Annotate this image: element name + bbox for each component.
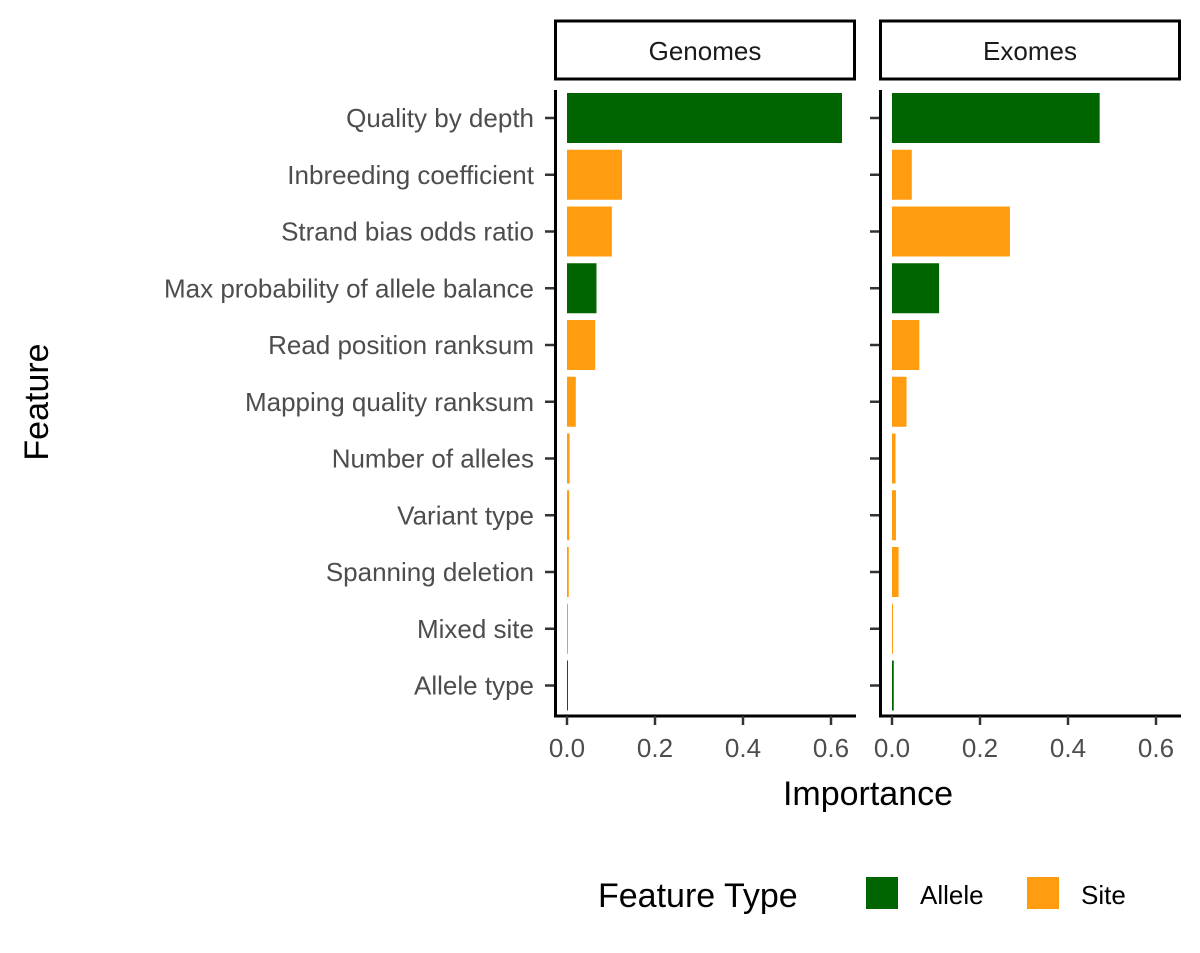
bar (892, 263, 940, 314)
y-tick-label: Mixed site (417, 614, 534, 644)
facet-strip-label: Exomes (983, 36, 1077, 66)
bar (892, 320, 920, 370)
x-tick-label: 0.2 (637, 733, 673, 763)
x-tick-label: 0.0 (549, 733, 585, 763)
bar (567, 376, 576, 427)
bar (567, 149, 622, 200)
bar (567, 547, 569, 597)
legend-label-site: Site (1081, 880, 1126, 910)
y-axis-title: Feature (18, 343, 56, 460)
legend-label-allele: Allele (920, 880, 984, 910)
x-tick-label: 0.6 (1138, 733, 1174, 763)
x-tick-label: 0.4 (725, 733, 761, 763)
y-tick-label: Spanning deletion (326, 557, 534, 587)
bar (567, 603, 568, 654)
legend-swatch-site (1027, 877, 1059, 909)
bar (892, 660, 894, 711)
y-tick-label: Variant type (397, 500, 534, 530)
x-axis-title: Importance (783, 775, 953, 813)
x-tick-label: 0.0 (874, 733, 910, 763)
x-tick-label: 0.2 (962, 733, 998, 763)
bar (567, 433, 570, 484)
bar (892, 547, 899, 597)
y-tick-label: Inbreeding coefficient (287, 160, 534, 190)
y-axis-labels: Quality by depth Inbreeding coefficient St… (164, 103, 535, 701)
x-tick-label: 0.4 (1050, 733, 1086, 763)
y-tick-label: Read position ranksum (268, 330, 534, 360)
y-tick-label: Max probability of allele balance (164, 273, 534, 303)
bar (892, 603, 893, 654)
y-tick-label: Quality by depth (346, 103, 534, 133)
bar (567, 660, 568, 711)
facet-strip (879, 19, 1181, 81)
bar (567, 263, 597, 314)
legend-title: Feature Type (598, 877, 798, 915)
bar (892, 376, 907, 427)
bar (892, 93, 1100, 143)
x-tick-label: 0.6 (813, 733, 849, 763)
bar (892, 490, 896, 541)
bar (892, 206, 1010, 257)
facet-strip-label: Genomes (649, 36, 762, 66)
facet-strip (554, 19, 856, 81)
bar (892, 149, 912, 200)
bar (892, 433, 896, 484)
panel-genomes: Genomes 0.0 0.2 0.4 0.6 (545, 19, 856, 763)
y-tick-label: Allele type (414, 671, 534, 701)
legend: Feature Type Allele Site (598, 877, 1126, 915)
y-tick-label: Strand bias odds ratio (281, 217, 534, 247)
bar (567, 490, 570, 541)
bar (567, 206, 612, 257)
bar (567, 320, 596, 370)
legend-swatch-allele (866, 877, 898, 909)
y-tick-label: Mapping quality ranksum (245, 387, 534, 417)
bar (567, 93, 842, 143)
panel-exomes: Exomes 0.0 0.2 0.4 0.6 (870, 19, 1181, 763)
y-tick-label: Number of alleles (332, 444, 534, 474)
panels: Genomes 0.0 0.2 0.4 0.6 Exomes 0.0 0.2 0.4 0.6 (545, 19, 1181, 763)
